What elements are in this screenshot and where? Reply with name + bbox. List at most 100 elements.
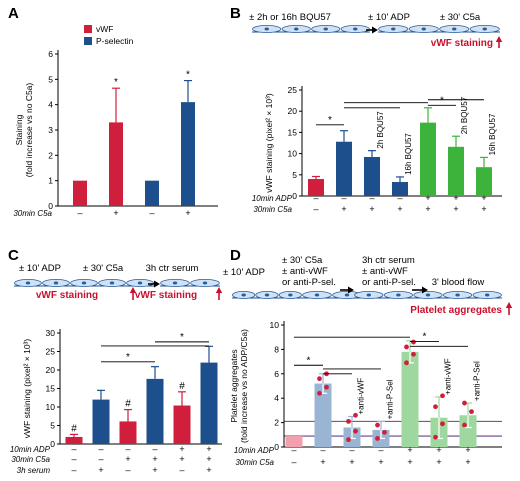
arrow-right-icon: [366, 26, 378, 34]
y-axis-label: Staining: [14, 114, 24, 145]
y-tick-label: 20: [46, 365, 56, 375]
step-label: ± anti-vWF: [282, 266, 328, 277]
data-point: [462, 400, 467, 406]
data-point: [469, 409, 474, 415]
bar-label: +anti-vWF: [357, 378, 366, 415]
cell-nucleus: [485, 293, 490, 297]
chart-panel-a: 0 1 2 3 4 5 6 Staining (fold increase vs no C5a)…: [13, 24, 218, 218]
condition-sign: –: [341, 193, 346, 203]
bar: [73, 180, 87, 206]
significance-marker: #: [179, 381, 185, 392]
y-tick-label: 5: [50, 421, 55, 431]
step-label: ± anti-vWF: [362, 266, 408, 277]
legend-swatch: [84, 25, 92, 33]
bar-label: 16h BQU57: [404, 133, 413, 175]
significance-marker: *: [307, 355, 311, 366]
legend-entry: vWF: [96, 24, 113, 34]
condition-sign: +: [436, 457, 441, 467]
legend-entry: P-selectin: [96, 36, 134, 46]
condition-sign: +: [113, 208, 118, 218]
y-tick-label: 20: [288, 106, 298, 116]
condition-sign: +: [407, 457, 412, 467]
y-tick-label: 0: [50, 439, 55, 449]
protocol-schematic-d: ± 10' ADP ± 30' C5a ± anti-vWF or anti-P…: [223, 255, 502, 316]
step-label: ± 30' C5a: [440, 12, 481, 23]
condition-sign: –: [320, 445, 325, 455]
arrow-up-icon: [495, 36, 503, 48]
condition-sign: –: [98, 454, 103, 464]
data-point: [462, 422, 467, 428]
cell-monolayer: [378, 24, 500, 33]
condition-sign: +: [98, 465, 103, 475]
arrow-up-icon: [129, 287, 137, 300]
condition-sign: +: [453, 204, 458, 214]
y-axis-label: vWF staining (pixel² × 10³): [22, 339, 32, 439]
condition-sign: +: [465, 445, 470, 455]
condition-sign: +: [206, 454, 211, 464]
data-point: [375, 436, 380, 441]
arrow-head: [154, 280, 160, 288]
condition-label: 30min C5a: [253, 205, 292, 214]
bar: [200, 362, 218, 444]
condition-label: 10min ADP: [10, 445, 51, 454]
arrow-right-icon: [148, 280, 160, 288]
bar: [392, 182, 408, 196]
step-label: or anti-P-sel.: [362, 277, 416, 288]
condition-sign: –: [152, 444, 157, 454]
condition-sign: +: [179, 444, 184, 454]
data-point: [440, 421, 445, 427]
y-tick-label: 30: [46, 328, 56, 338]
bar: [119, 421, 137, 444]
bar: [420, 122, 436, 196]
condition-sign: –: [378, 445, 383, 455]
cell-monolayer: [14, 278, 154, 287]
y-tick-label: 25: [46, 347, 56, 357]
readout-label: Platelet aggregates: [410, 305, 502, 316]
arrow-right-icon: [340, 286, 354, 294]
y-axis-label-sub: (fold increase vs no ADP/C5a): [239, 329, 249, 443]
cell-nucleus: [323, 27, 328, 31]
y-tick-label: 8: [274, 344, 279, 354]
arrow-head: [215, 287, 223, 293]
condition-sign: –: [98, 444, 103, 454]
y-tick-label: 2: [48, 150, 53, 160]
cell-monolayer: [354, 290, 502, 299]
condition-sign: –: [71, 444, 76, 454]
data-point: [346, 437, 351, 443]
cell-nucleus: [53, 281, 59, 285]
condition-sign: +: [206, 465, 211, 475]
bar: [285, 436, 303, 447]
bar-label: +anti-vWF: [444, 358, 453, 395]
bar: [448, 146, 464, 196]
significance-marker: *: [440, 95, 444, 106]
bar: [65, 436, 83, 444]
y-tick-label: 5: [292, 170, 297, 180]
data-point: [353, 412, 358, 418]
bar-label: +anti-P-Sel: [386, 379, 395, 419]
cell-monolayer: [302, 290, 362, 299]
data-point: [382, 429, 387, 435]
bar: [336, 141, 352, 196]
condition-sign: –: [71, 454, 76, 464]
bar: [364, 156, 380, 196]
data-point: [317, 376, 322, 382]
condition-sign: +: [185, 208, 190, 218]
cell-nucleus: [482, 27, 487, 31]
y-axis-label: vWF staining (pixel² × 10³): [264, 93, 274, 193]
bar: [476, 167, 492, 196]
protocol-schematic-b: ± 2h or 16h BQU57 ± 10' ADP ± 30' C5a vW…: [249, 12, 493, 49]
step-label: ± 10' ADP: [368, 12, 410, 23]
y-tick-label: 10: [46, 402, 56, 412]
bar: [145, 180, 159, 206]
chart-panel-b: 0 5 10 15 20 25 vWF staining (pixel² × 10³) 2h …: [252, 85, 502, 214]
condition-sign: –: [125, 444, 130, 454]
bar-label: 16h BQU57: [488, 113, 497, 155]
chart-panel-c: 0 5 10 15 20 25 30 vWF staining (pixel² × 10³) #…: [10, 328, 222, 475]
data-point: [433, 434, 438, 440]
data-point: [411, 351, 416, 357]
y-tick-label: 6: [48, 49, 53, 59]
y-tick-label: 25: [288, 85, 298, 95]
step-label: ± 2h or 16h BQU57: [249, 12, 331, 23]
y-tick-label: 3: [48, 125, 53, 135]
arrow-head: [495, 36, 503, 42]
